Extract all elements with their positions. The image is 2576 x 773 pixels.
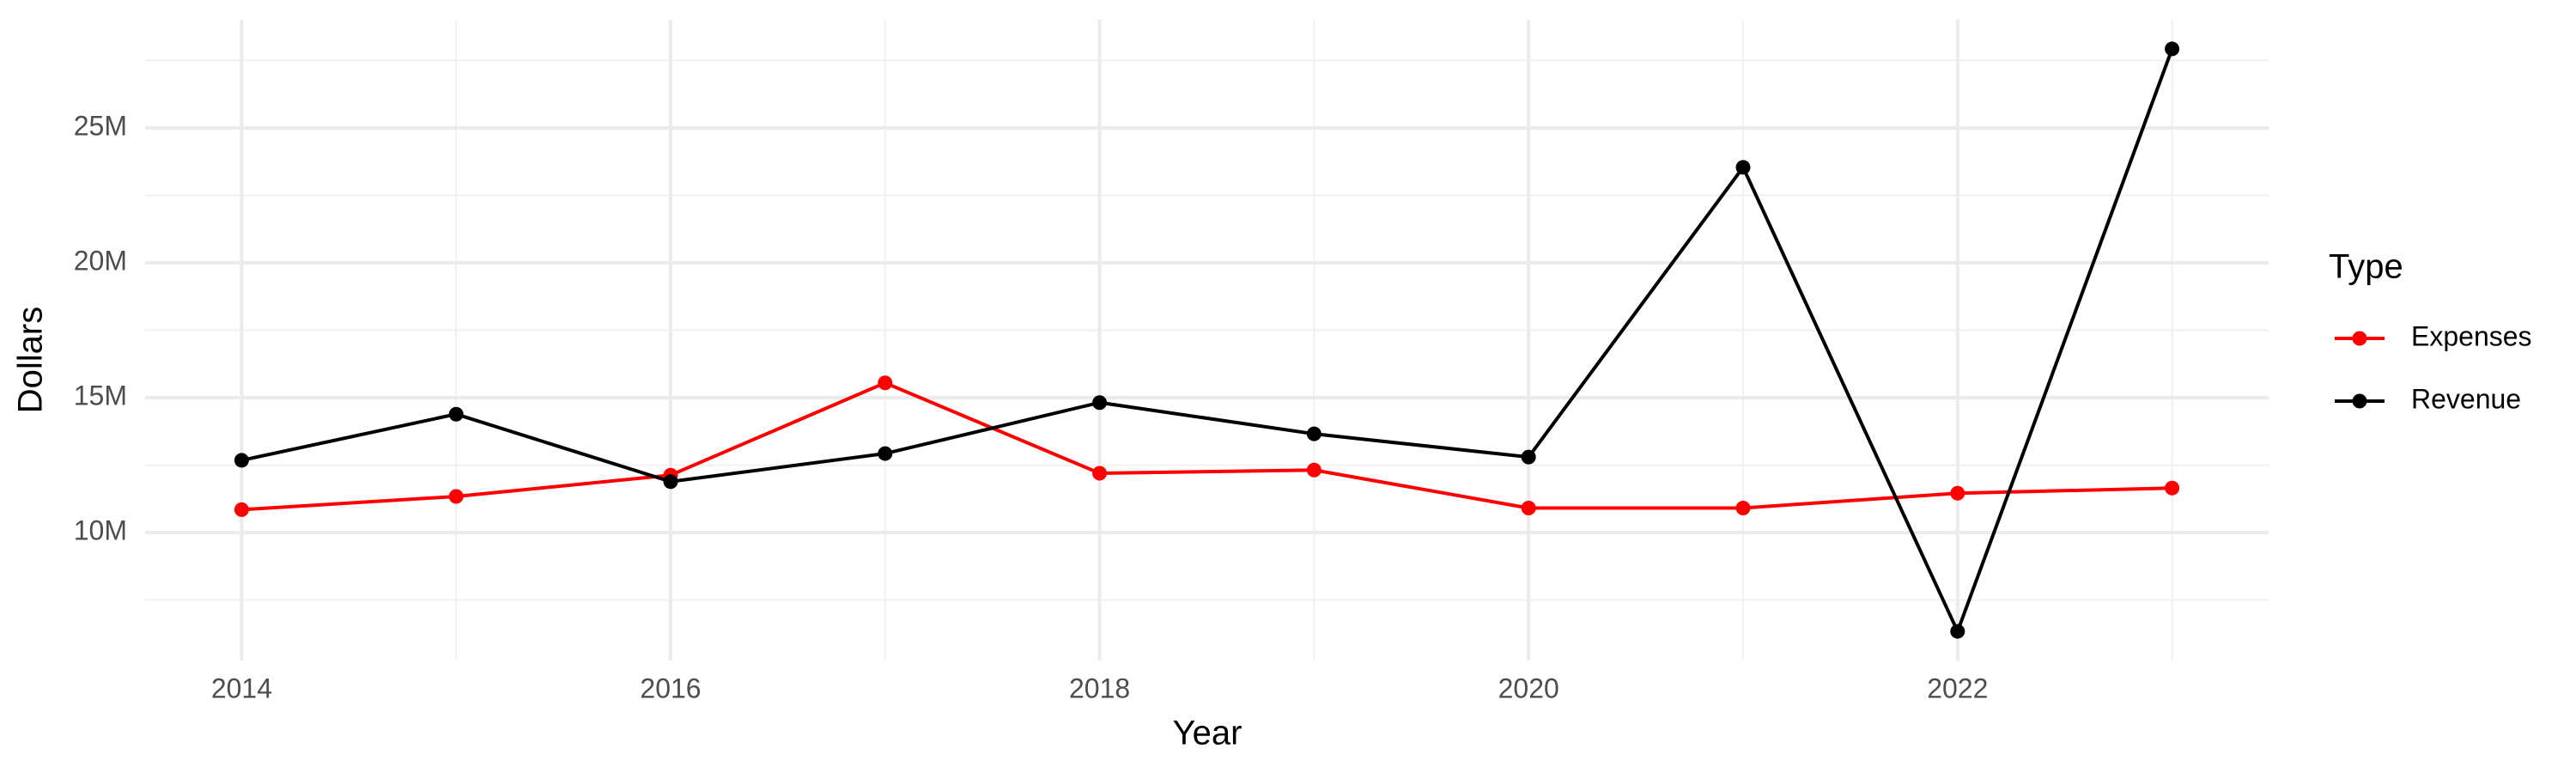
x-axis-title: Year — [1173, 715, 1242, 752]
data-point — [1735, 501, 1751, 516]
data-point — [1950, 624, 1965, 639]
data-point — [234, 502, 249, 517]
x-tick-label: 2022 — [1927, 673, 1988, 703]
legend-key-point — [2352, 331, 2367, 346]
data-point — [1306, 426, 1321, 441]
data-point — [2165, 41, 2180, 57]
data-point — [234, 453, 249, 468]
x-tick-label: 2016 — [640, 673, 701, 703]
x-tick-label: 2018 — [1069, 673, 1130, 703]
legend-label: Expenses — [2411, 320, 2532, 351]
data-point — [1950, 485, 1965, 501]
x-tick-label: 2020 — [1498, 673, 1559, 703]
data-point — [878, 446, 893, 461]
data-point — [1735, 160, 1751, 175]
data-point — [1521, 501, 1536, 516]
data-point — [2165, 480, 2180, 496]
x-tick-label: 2014 — [211, 673, 272, 703]
data-point — [1092, 466, 1108, 481]
legend-label: Revenue — [2411, 383, 2521, 414]
legend-key-point — [2352, 393, 2367, 409]
data-point — [1521, 449, 1536, 465]
y-tick-label: 10M — [74, 515, 127, 546]
y-tick-label: 25M — [74, 110, 127, 141]
y-axis-title: Dollars — [12, 307, 50, 413]
series-line — [241, 380, 2172, 512]
series-line — [240, 48, 2174, 636]
y-tick-label: 20M — [74, 245, 127, 276]
data-point — [448, 406, 464, 422]
data-point — [663, 474, 678, 490]
data-point — [1092, 395, 1108, 411]
legend-title: Type — [2329, 248, 2403, 286]
data-point — [878, 375, 893, 391]
data-point — [448, 489, 464, 504]
data-point — [1306, 462, 1321, 478]
y-tick-label: 15M — [74, 380, 127, 411]
